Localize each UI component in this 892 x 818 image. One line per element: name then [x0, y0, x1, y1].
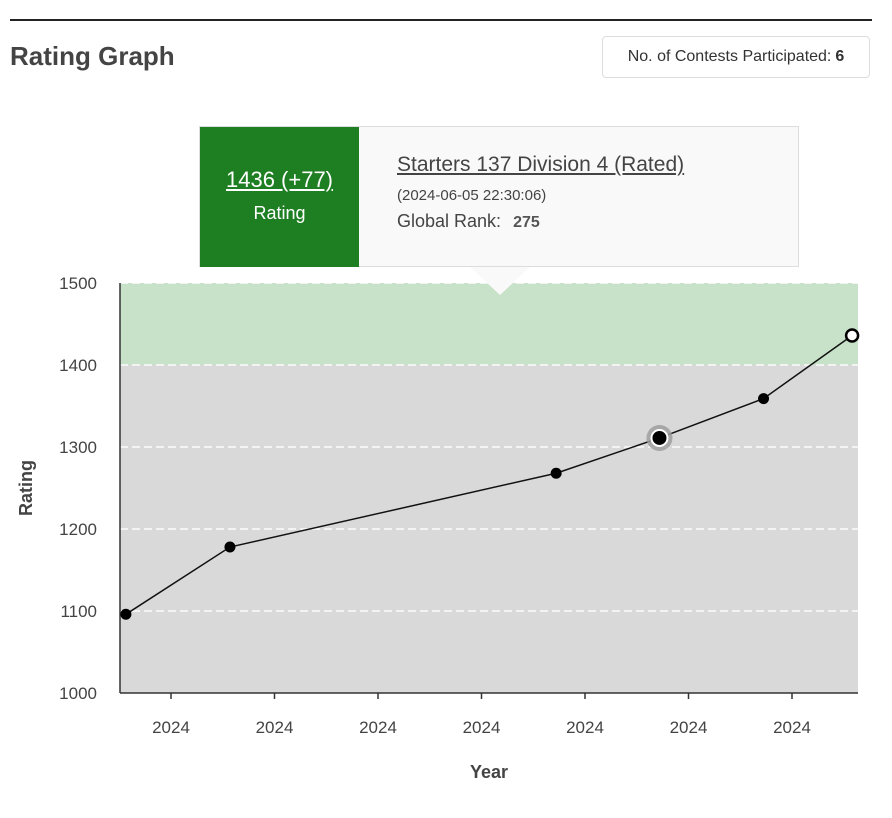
- x-tick-label-6: 2024: [773, 718, 811, 737]
- x-tick-label-0: 2024: [152, 718, 190, 737]
- y-tick-label-5: 1500: [59, 274, 97, 293]
- tooltip-rank-label: Global Rank:: [397, 211, 502, 231]
- tooltip-rank: Global Rank: 275: [397, 211, 684, 232]
- data-point-0: [120, 608, 132, 620]
- contest-count-label: No. of Contests Participated:: [627, 48, 832, 65]
- x-tick-label-2: 2024: [359, 718, 397, 737]
- y-tick-label-2: 1200: [59, 520, 97, 539]
- rating-line: [125, 334, 853, 615]
- x-tick-label-5: 2024: [670, 718, 708, 737]
- tooltip-rating-label: Rating: [253, 203, 306, 223]
- data-point-4: [758, 393, 770, 405]
- x-tick-label-1: 2024: [256, 718, 294, 737]
- contest-count-value: 6: [835, 48, 845, 65]
- data-point-3: [650, 428, 669, 447]
- y-tick-label-1: 1100: [60, 602, 97, 621]
- x-tick-label-3: 2024: [463, 718, 501, 737]
- chart-tooltip: 1436 (+77) Rating Starters 137 Division …: [199, 126, 799, 295]
- rating-band-0: [120, 283, 858, 365]
- contest-count-badge: No. of Contests Participated: 6: [602, 36, 870, 78]
- tooltip-rating-value[interactable]: 1436 (+77): [225, 167, 334, 192]
- tooltip-details: Starters 137 Division 4 (Rated) (2024-06…: [397, 153, 684, 232]
- y-axis-title: Rating: [16, 460, 36, 516]
- tooltip-datetime: (2024-06-05 22:30:06): [397, 187, 547, 204]
- y-tick-label-3: 1300: [59, 438, 97, 457]
- tooltip-contest-link[interactable]: Starters 137 Division 4 (Rated): [397, 153, 685, 176]
- tooltip-pointer: [470, 267, 530, 295]
- page-title: Rating Graph: [10, 41, 175, 71]
- data-point-5: [844, 328, 860, 343]
- y-tick-label-4: 1400: [59, 356, 97, 375]
- y-tick-label-0: 1000: [59, 684, 97, 703]
- data-point-1: [224, 541, 236, 553]
- x-tick-label-4: 2024: [566, 718, 604, 737]
- tooltip-rating-box: 1436 (+77) Rating: [200, 127, 359, 267]
- top-divider: [10, 19, 872, 21]
- data-point-2: [550, 467, 562, 479]
- x-axis-title: Year: [470, 762, 508, 782]
- tooltip-rank-value: 275: [513, 214, 540, 231]
